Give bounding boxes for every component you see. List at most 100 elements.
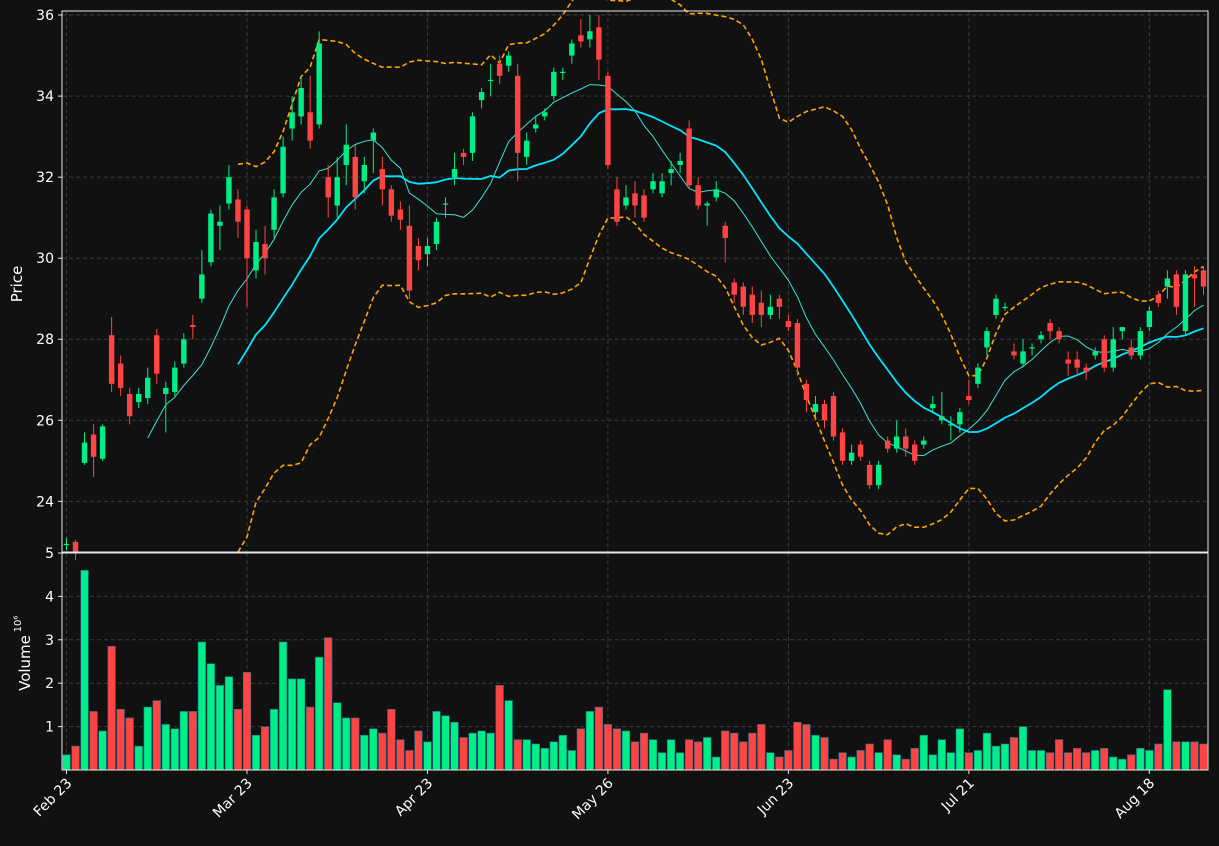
candle-body [460, 152, 467, 157]
volume-bar [324, 637, 333, 771]
candle-body [1182, 274, 1189, 332]
volume-tick-label: 2 [45, 676, 54, 692]
candle-body [542, 112, 548, 117]
volume-bars [62, 570, 1208, 771]
candle-body [424, 246, 431, 255]
moving-averages [147, 84, 1204, 457]
candle-body [668, 169, 674, 174]
candle-body [875, 464, 882, 486]
candle-body [704, 203, 710, 206]
volume-bar [98, 730, 107, 771]
candle-body [117, 363, 124, 388]
volume-bar [955, 728, 964, 771]
volume-bar [991, 745, 1001, 771]
volume-bar [360, 734, 369, 771]
candle-body [1137, 331, 1144, 356]
volume-bar [441, 715, 450, 771]
candle-body [758, 302, 765, 315]
volume-bar [540, 747, 549, 771]
candle-body [1101, 339, 1107, 368]
volume-bar [937, 739, 946, 771]
candle-body [569, 43, 575, 56]
candle-body [379, 169, 386, 190]
volume-bar [315, 656, 324, 771]
candle-body [1173, 274, 1180, 307]
candle-body [948, 424, 954, 426]
candle-body [199, 274, 205, 299]
x-tick-label: Mar 23 [210, 776, 256, 822]
candle-body [731, 282, 737, 295]
volume-bar [369, 728, 378, 771]
volume-bar [432, 711, 441, 771]
price-axis: 24 26 28 30 32 34 36 [36, 8, 62, 510]
price-tick-label: 30 [36, 251, 54, 267]
candle-body [984, 331, 990, 348]
volume-bar [1091, 750, 1100, 771]
volume-bar [549, 741, 558, 771]
candle-body [1056, 331, 1062, 340]
volume-bar [712, 756, 721, 771]
candle-body [316, 43, 322, 125]
candle-body [695, 185, 701, 206]
volume-bar [143, 706, 152, 771]
volume-bar [648, 739, 658, 771]
candle-body [1146, 310, 1153, 328]
volume-bar [1000, 743, 1010, 771]
volume-bar [685, 739, 694, 771]
candle-body [1065, 359, 1071, 364]
volume-tick-label: 3 [45, 633, 54, 649]
candle-body [939, 416, 945, 421]
candle-body [912, 444, 918, 461]
volume-bar [558, 734, 567, 771]
candle-body [1128, 347, 1135, 356]
candle-body [641, 195, 647, 218]
x-tick-label: May 26 [569, 775, 617, 823]
volume-bar [1045, 752, 1055, 771]
candle-body [803, 383, 810, 401]
volume-bar [811, 734, 820, 771]
volume-bar [62, 754, 71, 771]
volume-bar [892, 754, 901, 771]
candle-body [1155, 294, 1162, 303]
volume-bar [233, 708, 243, 771]
x-axis: Feb 23 Mar 23 Apr 23 May 26 Jun 23 Jul 21 Aug … [31, 770, 1158, 823]
volume-bar [576, 728, 585, 771]
price-tick-label: 26 [36, 413, 54, 429]
candle-body [587, 31, 593, 40]
candle-body [993, 298, 999, 315]
candle-body [271, 197, 277, 230]
candle-body [307, 112, 313, 141]
volume-bar [414, 730, 423, 771]
candle-body [884, 440, 891, 449]
volume-bar [495, 685, 504, 771]
bollinger-lower-band [237, 215, 1204, 553]
candle-body [1164, 278, 1171, 287]
volume-bar [450, 721, 459, 771]
candle-body [812, 404, 819, 413]
volume-tick-label: 1 [45, 720, 54, 736]
candle-body [659, 181, 665, 194]
volume-bar [639, 732, 649, 771]
candle-body [794, 323, 801, 368]
volume-bar [206, 663, 216, 771]
volume-bar [694, 741, 703, 771]
volume-bar [730, 732, 739, 771]
volume-bar [621, 730, 631, 771]
candle-body [81, 442, 88, 463]
volume-bar [504, 700, 513, 771]
candle-body [975, 367, 981, 384]
x-tick-label: Feb 23 [31, 776, 76, 821]
volume-bar [766, 752, 775, 771]
volume-bar [1199, 743, 1208, 771]
volume-bar [152, 700, 161, 771]
candle-body [108, 335, 115, 384]
volume-bar [630, 741, 640, 771]
volume-bar [1181, 741, 1190, 771]
candle-body [1011, 351, 1017, 356]
volume-bar [224, 676, 234, 771]
volume-axis-label: Volume [16, 635, 34, 691]
candle-body [190, 325, 196, 328]
volume-bar [396, 739, 405, 771]
volume-bar [1127, 754, 1136, 771]
volume-bar [910, 747, 919, 771]
